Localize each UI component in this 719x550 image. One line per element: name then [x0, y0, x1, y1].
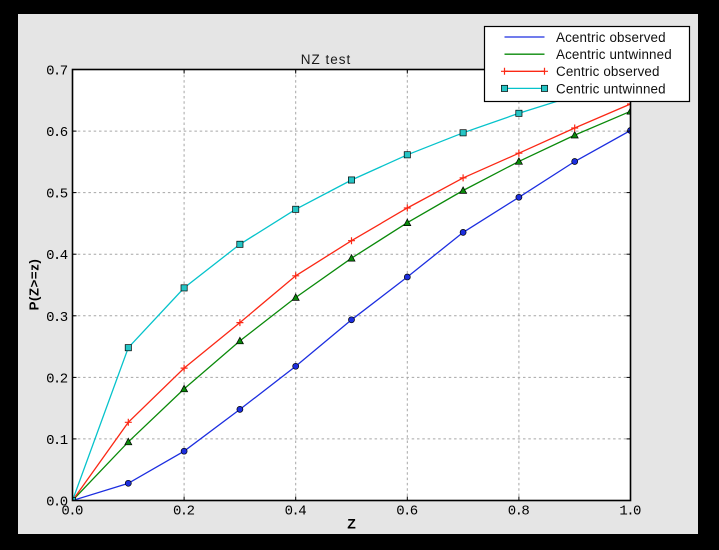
- svg-text:0.7: 0.7: [46, 64, 68, 80]
- svg-text:Z: Z: [347, 516, 356, 532]
- svg-text:Centric observed: Centric observed: [556, 64, 660, 79]
- svg-text:0.1: 0.1: [46, 433, 68, 449]
- svg-text:P(Z>=z): P(Z>=z): [27, 259, 42, 311]
- svg-text:0.6: 0.6: [46, 125, 68, 141]
- svg-text:0.8: 0.8: [508, 504, 530, 520]
- svg-text:0.6: 0.6: [396, 504, 418, 520]
- svg-text:Acentric untwinned: Acentric untwinned: [556, 47, 672, 62]
- svg-text:0.2: 0.2: [46, 371, 68, 387]
- svg-text:Centric untwinned: Centric untwinned: [556, 81, 666, 96]
- svg-text:0.4: 0.4: [285, 504, 307, 520]
- svg-text:1.0: 1.0: [619, 504, 641, 520]
- svg-text:0.5: 0.5: [46, 187, 68, 203]
- svg-text:0.0: 0.0: [46, 495, 68, 511]
- svg-text:0.3: 0.3: [46, 310, 68, 326]
- svg-text:0.2: 0.2: [173, 504, 195, 520]
- svg-text:Acentric observed: Acentric observed: [556, 30, 666, 45]
- svg-text:NZ test: NZ test: [301, 52, 352, 67]
- svg-text:0.4: 0.4: [46, 248, 68, 264]
- svg-text:0.0: 0.0: [61, 504, 83, 520]
